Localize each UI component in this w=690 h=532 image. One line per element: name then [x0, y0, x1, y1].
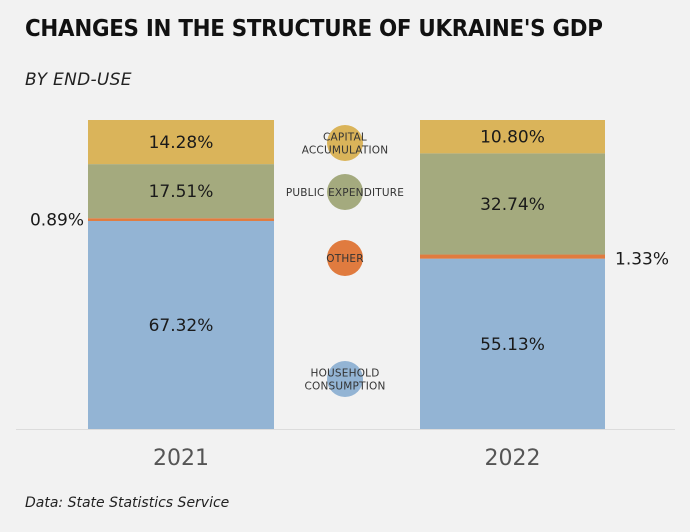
legend-label-capital-accumulation: ACCUMULATION [302, 145, 389, 157]
bar-segment-household-consumption-2021 [88, 220, 274, 429]
bar-segment-other-2022 [420, 254, 605, 259]
legend-label-other: OTHER [326, 253, 364, 265]
bar-segment-public-expenditure-2021 [88, 164, 274, 219]
chart-subtitle: BY END-USE [25, 70, 132, 90]
chart-title: CHANGES IN THE STRUCTURE OF UKRAINE'S GD… [25, 16, 603, 42]
source-note: Data: State Statistics Service [25, 495, 230, 511]
legend-label-household-consumption: CONSUMPTION [304, 381, 385, 393]
bar-segment-public-expenditure-2022 [420, 153, 605, 255]
x-tick-label-2021: 2021 [153, 446, 209, 471]
legend-marker-capital-accumulation [327, 125, 363, 161]
data-label-public-expenditure-2022: 32.74% [480, 195, 545, 215]
legend-marker-public-expenditure [327, 174, 363, 210]
data-label-capital-accumulation-2021: 14.28% [149, 133, 214, 153]
legend-marker-other [327, 240, 363, 276]
data-label-other-2022: 1.33% [615, 250, 669, 270]
data-label-other-2021: 0.89% [30, 211, 84, 231]
bar-segment-household-consumption-2022 [420, 258, 605, 429]
legend-label-public-expenditure: PUBLIC EXPENDITURE [286, 187, 404, 199]
x-tick-label-2022: 2022 [485, 446, 541, 471]
data-label-household-consumption-2021: 67.32% [149, 316, 214, 336]
legend-label-capital-accumulation: CAPITAL [323, 132, 367, 144]
bar-segment-capital-accumulation-2021 [88, 120, 274, 165]
bar-segment-other-2021 [88, 218, 274, 221]
bar-segment-capital-accumulation-2022 [420, 120, 605, 154]
legend-label-household-consumption: HOUSEHOLD [310, 368, 379, 380]
data-label-public-expenditure-2021: 17.51% [149, 182, 214, 202]
bars-group: 67.32% 0.89% 17.51% 14.28% 55.13% 1.33% 32.74%… [30, 120, 669, 429]
legend-marker-household-consumption [327, 361, 363, 397]
x-axis-ticks: 2021 2022 [153, 446, 541, 471]
data-label-capital-accumulation-2022: 10.80% [480, 128, 545, 148]
data-label-household-consumption-2022: 55.13% [480, 335, 545, 355]
